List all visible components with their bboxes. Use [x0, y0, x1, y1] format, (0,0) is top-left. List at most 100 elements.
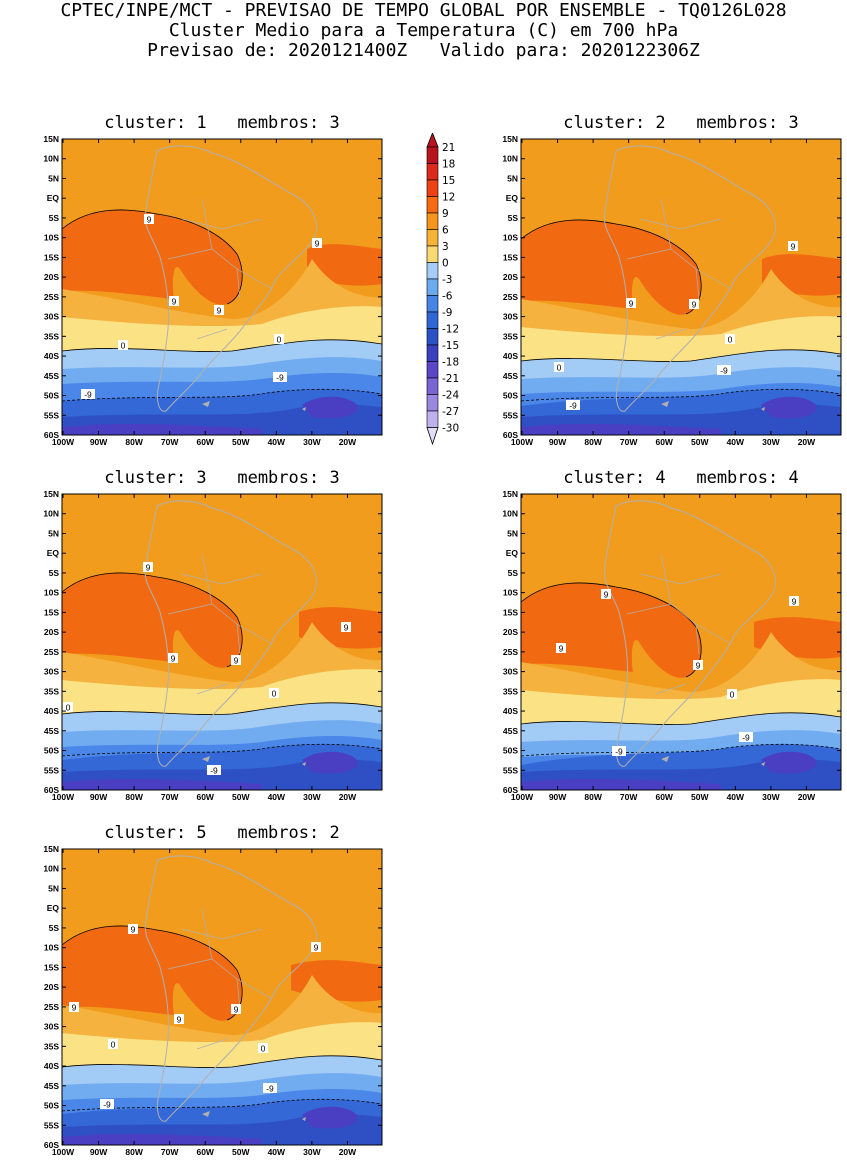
lon-label: 40W: [727, 792, 745, 802]
contour-label-text: 0: [66, 703, 71, 713]
lon-label: 70W: [620, 792, 638, 802]
contour-label-text: -9: [210, 766, 218, 776]
contour-label-text: 9: [171, 654, 176, 664]
contour-label: 9: [312, 238, 322, 249]
contour-label-text: 0: [557, 363, 562, 373]
contour-label-text: 9: [172, 297, 177, 307]
panel-title-2: cluster: 2 membros: 3: [563, 113, 799, 133]
panel-title-3: cluster: 3 membros: 3: [104, 468, 340, 488]
contour-label: 9: [174, 1014, 184, 1025]
contour-line-0: [62, 209, 243, 305]
contour-line-1: [521, 349, 841, 362]
coastline: [144, 145, 317, 412]
temperature-field: [62, 849, 382, 1145]
contour-label-text: -9: [276, 373, 284, 383]
lat-label: 50S: [44, 746, 59, 756]
temperature-field: [62, 494, 382, 790]
contour-fill-2: [307, 244, 382, 286]
lon-label: 80W: [125, 792, 143, 802]
colorbar-swatch: [426, 245, 439, 263]
lat-label: 60S: [44, 785, 59, 795]
contour-line-1: [62, 1055, 382, 1068]
contour-label-text: 9: [604, 590, 609, 600]
contour-line-1: [62, 339, 382, 352]
country-borders: [167, 198, 273, 340]
colorbar-swatch: [426, 229, 439, 247]
contour-label-text: 9: [147, 215, 152, 225]
lat-label: 40S: [44, 706, 59, 716]
contour-label: -9: [566, 400, 580, 411]
contour-label: 9: [601, 589, 611, 600]
lon-label: 50W: [691, 792, 709, 802]
contour-label: 9: [693, 660, 703, 671]
colorbar-label: -9: [442, 307, 452, 319]
lon-label: 100W: [52, 792, 75, 802]
contour-label-text: 9: [344, 623, 349, 633]
colorbar-swatch: [426, 196, 439, 214]
lon-label: 80W: [125, 437, 143, 447]
contour-label: 9: [626, 298, 636, 309]
lon-label: 60W: [196, 437, 214, 447]
contour-line-0: [521, 582, 702, 678]
contour-label-text: -9: [615, 747, 623, 757]
lat-label: 45S: [44, 1081, 59, 1091]
lat-label: EQ: [506, 193, 519, 203]
lon-label: 30W: [762, 437, 780, 447]
contour-label: -9: [100, 1099, 114, 1110]
contour-label: -9: [612, 746, 626, 757]
contour-label: 9: [689, 299, 699, 310]
contour-label: 9: [143, 562, 153, 573]
contour-line-2: [521, 388, 841, 402]
lon-label: 20W: [798, 792, 816, 802]
lat-label: 50S: [503, 746, 518, 756]
lat-label: 10N: [502, 154, 518, 164]
lat-label: 45S: [503, 726, 518, 736]
contour-label: -9: [263, 1083, 277, 1094]
lat-label: 50S: [44, 391, 59, 401]
contour-fill-11: [62, 423, 262, 435]
lat-label: 5N: [507, 528, 518, 538]
contour-label: 9: [311, 942, 321, 953]
map-svg-2: 9 9 9 0 0 -9 -9 15N 10N 5N EQ 5S 10S 15S 20S 25S 30S 35S 4…: [502, 134, 842, 447]
contour-label: 9: [231, 1004, 241, 1015]
colorbar-label: -18: [442, 357, 459, 369]
lat-label: 20S: [503, 627, 518, 637]
contour-label: 9: [128, 924, 138, 935]
contour-label: 0: [258, 1043, 268, 1054]
lat-label: 25S: [44, 647, 59, 657]
contour-label-text: 9: [692, 300, 697, 310]
colorbar-swatch: [426, 278, 439, 296]
lat-label: 50S: [503, 391, 518, 401]
colorbar-label: 3: [442, 241, 449, 253]
contour-line-2: [521, 743, 841, 757]
lat-label: 45S: [44, 726, 59, 736]
lat-label: 45S: [503, 371, 518, 381]
coastline: [144, 500, 317, 767]
lon-label: 20W: [339, 1147, 357, 1157]
lat-label: EQ: [47, 193, 60, 203]
lat-label: 20S: [503, 272, 518, 282]
lon-label: 90W: [549, 792, 567, 802]
lon-label: 50W: [232, 792, 250, 802]
coastline: [144, 855, 317, 1122]
colorbar-label: -24: [442, 390, 459, 402]
contour-line-2: [62, 743, 382, 757]
colorbar-arrow-top: [426, 131, 439, 148]
lat-label: 60S: [503, 785, 518, 795]
contour-line-1: [62, 702, 382, 715]
lat-label: 15N: [502, 134, 518, 144]
colorbar-swatch: [426, 394, 439, 412]
lat-label: 15N: [43, 134, 59, 144]
lon-label: 60W: [196, 1147, 214, 1157]
contour-label: -9: [273, 372, 287, 383]
lon-label: 70W: [620, 437, 638, 447]
colorbar-arrow-bottom: [426, 427, 439, 446]
lat-label: 60S: [44, 1140, 59, 1150]
lat-label: 60S: [44, 430, 59, 440]
contour-label: 9: [144, 214, 154, 225]
contour-label: -9: [81, 389, 95, 400]
lat-label: 35S: [503, 686, 518, 696]
header-line-2: Cluster Medio para a Temperatura (C) em …: [168, 20, 679, 41]
lat-label: 30S: [44, 1022, 59, 1032]
lat-label: 15N: [502, 489, 518, 499]
